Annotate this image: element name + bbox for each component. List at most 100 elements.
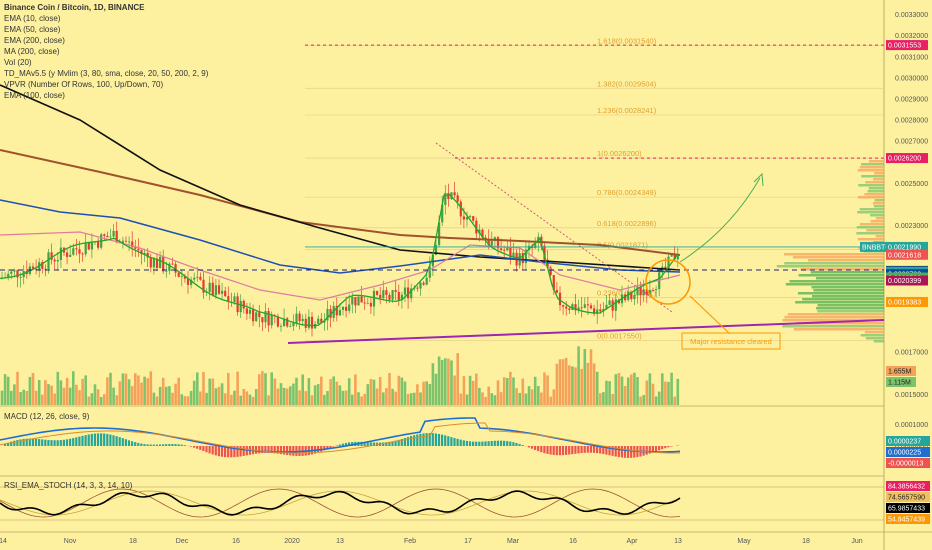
macd-histogram-bar xyxy=(369,442,372,446)
volume-bar xyxy=(242,388,246,405)
volume-bar xyxy=(378,376,382,405)
volume-bar xyxy=(298,390,301,405)
macd-histogram-bar xyxy=(329,446,332,448)
volume-bar xyxy=(673,396,676,405)
candle xyxy=(633,294,636,300)
candle xyxy=(131,241,134,248)
macd-histogram-bar xyxy=(611,446,614,456)
time-tick-label: 14 xyxy=(0,538,7,545)
time-tick-label: Feb xyxy=(404,538,416,545)
volume-bar xyxy=(468,375,472,405)
volume-bar xyxy=(264,373,267,405)
volume-bar xyxy=(413,392,416,405)
candle xyxy=(422,282,425,285)
candle xyxy=(568,308,571,310)
macd-histogram-bar xyxy=(447,436,450,446)
volume-bar xyxy=(586,362,590,405)
candle xyxy=(180,276,183,278)
candle xyxy=(484,237,487,240)
candle xyxy=(155,258,159,268)
volume-bar xyxy=(425,381,428,405)
volume-profile-bar xyxy=(873,205,884,208)
macd-histogram-bar xyxy=(413,435,416,446)
candle xyxy=(642,289,645,296)
volume-bar xyxy=(161,377,165,405)
candle xyxy=(146,252,149,258)
volume-bar xyxy=(127,379,131,405)
volume-bar xyxy=(447,358,450,405)
macd-histogram-bar xyxy=(571,446,574,455)
volume-bar xyxy=(341,390,345,405)
candle xyxy=(645,289,648,296)
macd-histogram-bar xyxy=(360,441,363,446)
macd-histogram-bar xyxy=(106,433,109,446)
candle xyxy=(174,264,177,273)
macd-histogram-bar xyxy=(465,440,468,446)
candle xyxy=(676,255,679,260)
volume-bar xyxy=(434,373,438,405)
candle xyxy=(90,242,93,250)
candle xyxy=(369,302,372,307)
volume-bar xyxy=(332,376,335,405)
volume-bar xyxy=(394,391,397,405)
macd-histogram-bar xyxy=(279,446,282,455)
volume-bar xyxy=(667,381,670,405)
candle xyxy=(534,243,537,249)
volume-bar xyxy=(453,375,456,405)
volume-bar xyxy=(518,392,521,405)
volume-bar xyxy=(199,391,202,405)
volume-bar xyxy=(595,371,599,405)
candle xyxy=(589,305,593,309)
candle xyxy=(577,307,580,311)
macd-histogram-bar xyxy=(282,446,286,455)
price-badge xyxy=(886,153,928,164)
candle xyxy=(69,254,72,257)
volume-profile-bar xyxy=(861,163,884,166)
volume-bar xyxy=(444,358,447,405)
candle xyxy=(224,290,227,297)
macd-histogram-bar xyxy=(112,435,115,446)
price-tick-label: 0.0025000 xyxy=(895,181,928,188)
candle xyxy=(134,247,137,249)
candle xyxy=(44,268,47,270)
candle xyxy=(397,291,400,301)
macd-histogram-bar xyxy=(363,441,366,446)
volume-bar xyxy=(375,388,379,405)
candle xyxy=(298,313,301,322)
candle xyxy=(630,291,633,300)
macd-histogram-bar xyxy=(81,435,84,446)
macd-histogram-bar xyxy=(149,444,152,446)
candle xyxy=(558,292,562,306)
volume-profile-bar xyxy=(875,235,884,238)
candle xyxy=(264,311,267,323)
volume-bar xyxy=(68,387,72,405)
volume-profile-bar xyxy=(873,178,884,181)
volume-bar xyxy=(335,381,339,405)
macd-histogram-bar xyxy=(608,446,611,456)
macd-histogram-bar xyxy=(527,446,530,448)
volume-bar xyxy=(630,374,633,405)
macd-histogram-bar xyxy=(158,444,162,446)
rsi-badge-label: 84.3856432 xyxy=(888,484,925,491)
macd-histogram-bar xyxy=(3,443,7,446)
volume-profile-bar xyxy=(870,214,884,217)
macd-histogram-bar xyxy=(664,446,667,449)
macd-histogram-bar xyxy=(264,446,267,453)
macd-histogram-bar xyxy=(137,442,140,446)
candle xyxy=(171,263,174,265)
volume-bar xyxy=(537,386,540,405)
macd-histogram-bar xyxy=(382,442,385,446)
volume-bar xyxy=(152,392,156,405)
macd-histogram-bar xyxy=(565,446,568,455)
macd-histogram-bar xyxy=(338,444,341,446)
candle xyxy=(434,245,438,255)
volume-bar xyxy=(251,396,255,405)
macd-histogram-bar xyxy=(441,434,444,446)
volume-bar xyxy=(571,366,574,405)
macd-histogram-bar xyxy=(276,446,279,454)
time-tick-label: 16 xyxy=(232,538,240,545)
time-tick-label: Mar xyxy=(507,538,520,545)
candle xyxy=(500,248,503,250)
volume-bar xyxy=(19,392,22,405)
